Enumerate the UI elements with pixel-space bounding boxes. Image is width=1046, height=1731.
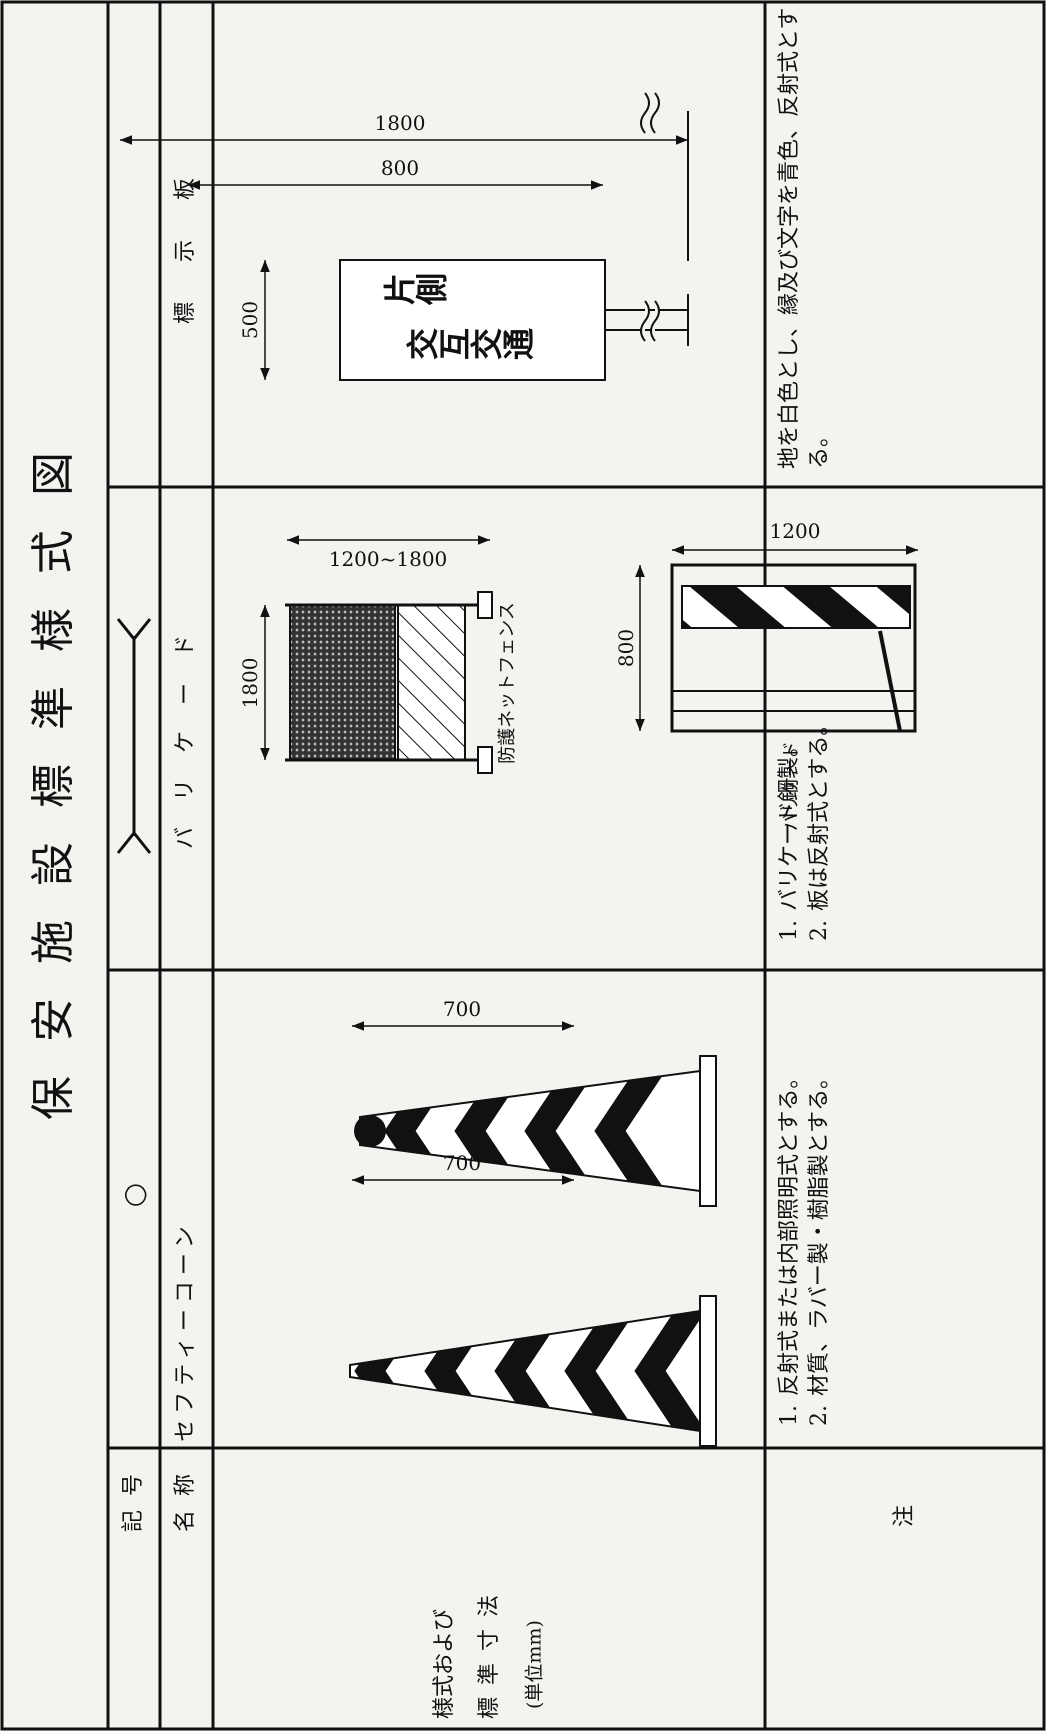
item-name: セフティーコーン [173,1220,198,1442]
row-label: 様式および [432,1608,457,1719]
fence [285,591,493,774]
fence-mesh [289,604,396,761]
barricade-frame [670,563,917,733]
note-number: 2. [807,1405,832,1426]
cone-base [699,1295,717,1447]
dimension-label: 1200 [769,519,821,543]
cone-stripes [354,1311,700,1431]
item-name: バリケード [173,608,198,850]
dimension-label: 1800 [238,657,262,709]
sign-board [339,259,606,381]
symbol-end [116,618,152,642]
cone-stripes [384,1071,681,1191]
dimension-lines [120,135,918,1185]
fence-hatch [397,604,466,761]
note-number: 1. [777,1405,802,1426]
barricade-brace [878,630,902,732]
dimension-label: 800 [380,156,420,180]
dimension-label: 700 [442,997,482,1021]
dimension-label: 1800 [374,111,426,135]
dimension-label: 1200~1800 [328,547,448,571]
barricade-board [681,585,911,629]
title: 保安施設標準様式図 [28,418,79,1120]
note: 板は反射式とする。 [807,713,832,911]
break-mark [640,300,660,342]
barricade [670,563,917,733]
cone-2 [354,1055,717,1207]
break-mark [640,92,660,134]
barricade-symbol [116,618,152,854]
dimension-label: 800 [614,628,638,668]
dimension-label: 700 [442,1151,482,1175]
row-label: 標準寸法 [477,1582,502,1719]
fence-foot [477,746,493,774]
row-label: 名称 [173,1459,198,1533]
row-label: 注 [892,1504,917,1528]
note-number: 1. [777,920,802,941]
sign-text: 片側 [383,272,447,310]
sign [339,92,689,381]
row-label: 記号 [121,1459,146,1533]
note-number: 2. [807,920,832,941]
note: 反射式または内部照明式とする。 [777,1066,802,1396]
note: 地を白色とし、縁及び文字を青色、反射式とする。 [777,7,832,469]
sign-text: 交互交通 [406,327,534,365]
cone-top [354,1115,386,1147]
cone-base [699,1055,717,1207]
row-label: (単位mm) [523,1620,546,1709]
symbol-end [116,830,152,854]
cone-1 [349,1295,717,1447]
item-name: 標示板 [173,137,198,325]
drawing-label: 防護ネットフェンス [497,602,518,764]
dimension-label: 500 [238,300,262,340]
note: 材質、ラバー製・樹脂製とする。 [807,1066,832,1396]
note: バリケード鋼製。 [777,734,802,911]
symbol: ○ [117,1182,150,1208]
fence-foot [477,591,493,619]
